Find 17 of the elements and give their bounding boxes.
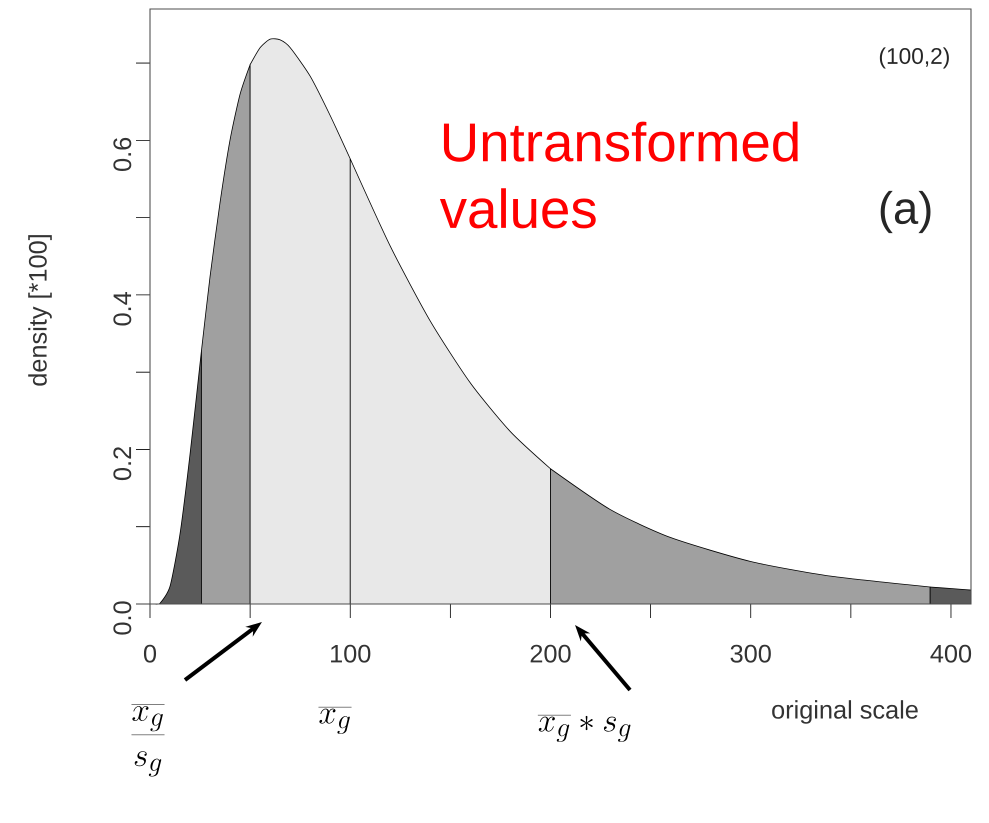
x-tick-label: 100 <box>331 644 370 663</box>
y-tick-label: 0.6 <box>113 138 132 171</box>
x-tick-label: 400 <box>930 644 972 663</box>
x-axis-title: original scale <box>772 700 918 724</box>
annotation: (100,2) <box>880 47 949 69</box>
y-tick-label: 0.4 <box>113 292 132 326</box>
y-tick-label: 0.0 <box>113 601 132 635</box>
y-tick-label: 0.2 <box>113 447 132 480</box>
text: $\frac{\overline{x_g}}{s_g}$ <box>131 704 165 777</box>
x-tick-label: 0 <box>144 644 156 663</box>
annotation: Untransformed values <box>440 122 798 228</box>
text: $\overline{x_g}$ <box>318 707 352 734</box>
x-tick-label: 200 <box>530 644 571 663</box>
x-tick-label: 300 <box>730 644 771 663</box>
text: $\overline{x_g} * s_g$ <box>538 715 630 742</box>
annotation: (a) <box>880 190 930 234</box>
y-axis-title: density [*100] <box>28 235 52 386</box>
